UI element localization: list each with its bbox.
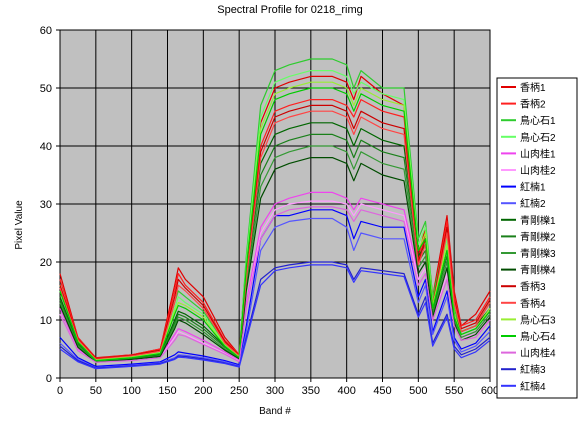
- series-line-19: [59, 264, 491, 370]
- x-tick-label: 350: [302, 385, 320, 397]
- legend-label: 山肉桂4: [520, 347, 556, 360]
- series-line-13: [59, 104, 491, 360]
- legend-label: 紅楠2: [520, 197, 546, 210]
- y-tick-label: 0: [46, 373, 52, 385]
- series-line-1: [59, 75, 491, 359]
- legend-label: 鳥心石2: [520, 131, 556, 144]
- legend-label: 青剛櫟3: [520, 247, 556, 260]
- series-line-12: [59, 157, 491, 363]
- x-tick-label: 300: [266, 385, 284, 397]
- x-tick-label: 250: [230, 385, 248, 397]
- legend: 香柄1 香柄2 鳥心石1 鳥心石2 山肉桂1 山肉桂2 紅楠1 紅楠2 青剛櫟1 青剛櫟2 青剛櫟3…: [501, 81, 556, 393]
- x-axis-label: Band #: [259, 406, 291, 417]
- legend-label: 香柄4: [520, 297, 546, 310]
- series-lines: [59, 58, 491, 370]
- legend-label: 鳥心石3: [520, 313, 556, 326]
- x-tick-label: 500: [409, 385, 427, 397]
- y-tick-label: 60: [40, 25, 52, 37]
- y-tick-label: 40: [40, 141, 52, 153]
- series-line-8: [59, 217, 491, 369]
- x-tick-label: 400: [337, 385, 355, 397]
- legend-label: 青剛櫟2: [520, 230, 556, 243]
- axis-ticks: 0 50 100 150 200 250 300 350 400 450 500 550 600 0 10 2…: [40, 25, 499, 397]
- legend-label: 香柄1: [520, 81, 546, 94]
- series-line-17: [59, 206, 491, 363]
- legend-label: 山肉桂1: [520, 147, 556, 160]
- x-tick-label: 50: [90, 385, 102, 397]
- legend-label: 紅楠4: [520, 380, 546, 393]
- series-line-16: [59, 87, 491, 362]
- legend-label: 紅楠1: [520, 181, 546, 194]
- series-line-10: [59, 133, 491, 362]
- legend-label: 青剛櫟1: [520, 214, 556, 227]
- y-axis-label: Pixel Value: [14, 200, 25, 250]
- x-tick-label: 150: [158, 385, 176, 397]
- chart-title: Spectral Profile for 0218_rimg: [217, 4, 363, 16]
- y-tick-label: 10: [40, 315, 52, 327]
- x-tick-label: 600: [481, 385, 499, 397]
- legend-label: 香柄3: [520, 280, 546, 293]
- y-tick-label: 20: [40, 257, 52, 269]
- legend-label: 紅楠3: [520, 363, 546, 376]
- series-line-11: [59, 145, 491, 363]
- series-line-7: [59, 209, 491, 367]
- x-tick-label: 550: [445, 385, 463, 397]
- y-tick-label: 50: [40, 83, 52, 95]
- series-line-15: [59, 81, 491, 361]
- legend-label: 鳥心石1: [520, 114, 556, 127]
- y-tick-label: 30: [40, 199, 52, 211]
- legend-box: [496, 77, 578, 399]
- x-tick-label: 0: [57, 385, 63, 397]
- legend-label: 香柄2: [520, 98, 546, 111]
- legend-label: 鳥心石4: [520, 330, 556, 343]
- x-tick-label: 200: [194, 385, 212, 397]
- legend-label: 山肉桂2: [520, 164, 556, 177]
- series-line-2: [59, 98, 491, 359]
- legend-label: 青剛櫟4: [520, 264, 556, 277]
- x-tick-label: 450: [373, 385, 391, 397]
- x-tick-label: 100: [122, 385, 140, 397]
